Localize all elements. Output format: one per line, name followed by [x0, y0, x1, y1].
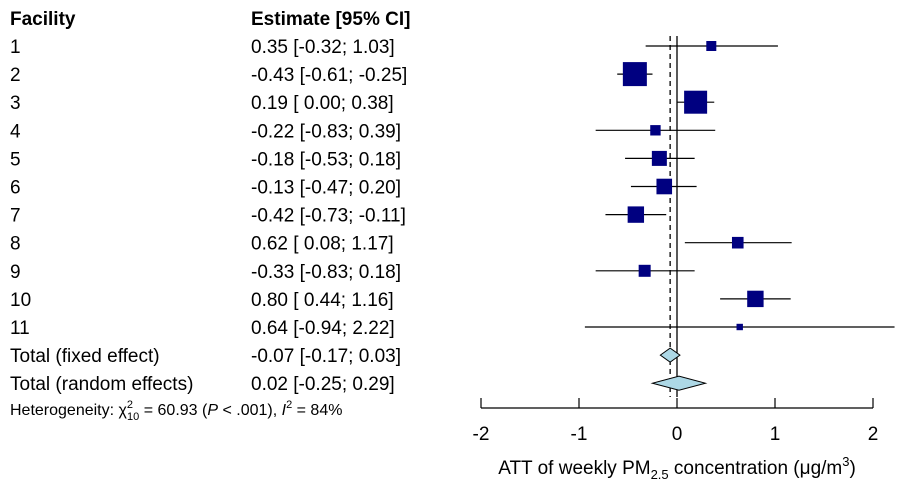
heterogeneity-text: Heterogeneity: χ2 10 = 60.93 (P < .001), …: [10, 399, 342, 423]
study-estimate-text: -0.42 [-0.73; -0.11]: [251, 206, 406, 227]
study-rows: 1 0.35 [-0.32; 1.03] 2 -0.43 [-0.61; -0.25]…: [10, 37, 895, 339]
pooled-diamond: [650, 375, 708, 391]
study-square: [736, 323, 743, 331]
study-estimate-text: -0.22 [-0.83; 0.39]: [251, 121, 401, 142]
x-axis: -2 -1 0 1 2 ATT of weekly PM2.5 concentration…: [473, 398, 879, 482]
study-label: 3: [10, 93, 21, 114]
pooled-rows: Total (fixed effect) -0.07 [-0.17; 0.03] T…: [10, 346, 708, 395]
header-estimate: Estimate [95% CI]: [251, 9, 410, 30]
x-tick-label: 0: [672, 424, 683, 445]
x-tick-label: -1: [571, 424, 588, 445]
study-label: 9: [10, 262, 21, 283]
pooled-estimate-text: 0.02 [-0.25; 0.29]: [251, 374, 395, 395]
study-label: 6: [10, 178, 21, 199]
study-square: [731, 236, 744, 249]
reference-lines: [669, 36, 678, 397]
study-square: [684, 90, 708, 114]
study-estimate-text: 0.19 [ 0.00; 0.38]: [251, 93, 394, 114]
study-label: 10: [10, 290, 31, 311]
study-estimate-text: -0.13 [-0.47; 0.20]: [251, 178, 401, 199]
study-square: [706, 41, 717, 51]
study-estimate-text: 0.64 [-0.94; 2.22]: [251, 318, 395, 339]
study-estimate-text: -0.33 [-0.83; 0.18]: [251, 262, 401, 283]
pooled-label: Total (random effects): [10, 374, 193, 395]
header-facility: Facility: [10, 9, 76, 30]
pooled-estimate-text: -0.07 [-0.17; 0.03]: [251, 346, 401, 367]
x-tick-label: 1: [770, 424, 781, 445]
study-square: [638, 264, 651, 277]
study-estimate-text: 0.62 [ 0.08; 1.17]: [251, 234, 394, 255]
study-square: [622, 62, 647, 87]
x-axis-label: ATT of weekly PM2.5 concentration (μg/m3…: [498, 454, 856, 482]
study-square: [650, 125, 661, 136]
study-label: 1: [10, 37, 21, 58]
pooled-label: Total (fixed effect): [10, 346, 160, 367]
study-label: 2: [10, 65, 21, 86]
study-square: [627, 206, 645, 223]
study-estimate-text: -0.43 [-0.61; -0.25]: [251, 65, 407, 86]
study-estimate-text: -0.18 [-0.53; 0.18]: [251, 149, 401, 170]
study-estimate-text: 0.80 [ 0.44; 1.16]: [251, 290, 394, 311]
study-label: 7: [10, 206, 21, 227]
study-label: 4: [10, 121, 21, 142]
study-label: 8: [10, 234, 21, 255]
study-label: 5: [10, 149, 21, 170]
study-square: [656, 178, 673, 195]
study-square: [651, 150, 667, 166]
study-estimate-text: 0.35 [-0.32; 1.03]: [251, 37, 395, 58]
x-tick-label: 2: [868, 424, 879, 445]
x-tick-label: -2: [473, 424, 490, 445]
study-label: 11: [10, 318, 30, 339]
pooled-diamond: [659, 347, 681, 363]
study-square: [747, 290, 764, 308]
